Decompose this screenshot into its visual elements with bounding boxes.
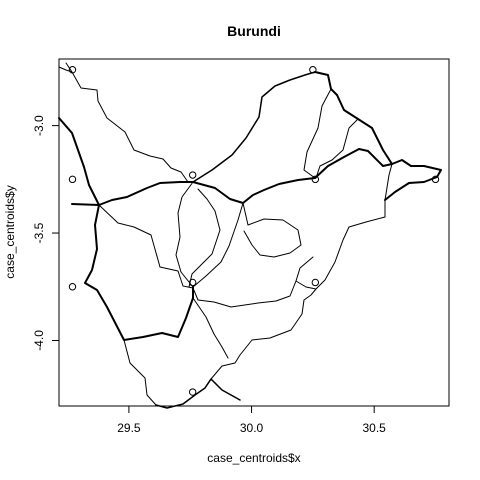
road-segment [192,71,316,183]
data-point [188,171,197,179]
road-segment [314,148,442,201]
y-axis-label: case_centroids$y [3,185,17,278]
road-segment [177,297,194,338]
data-point [68,66,77,74]
x-tick-label: 30.0 [240,421,264,435]
x-axis-label: case_centroids$x [207,451,300,465]
y-tick-label: -3.0 [32,115,46,136]
road-segment [188,188,221,288]
road-segment [204,365,223,389]
road-segment [123,339,157,406]
data-point [188,278,197,287]
road-segment [71,203,100,206]
road-segment [192,280,297,308]
road-segment [98,204,194,289]
x-axis: 29.5 30.0 30.5 [117,405,387,435]
data-point [68,283,77,291]
road-segment [192,202,244,288]
road-segment [155,378,241,409]
road-segment [192,297,229,359]
road-network [58,62,442,409]
road-segment [175,181,194,288]
x-tick-label: 29.5 [117,421,141,435]
road-segment [314,71,338,96]
y-axis: -3.0 -3.5 -4.0 [32,115,60,351]
road-segment [58,117,316,206]
data-point [309,66,317,74]
data-point [188,388,197,396]
road-segment [315,163,393,290]
centroid-points [68,66,440,396]
data-point [311,175,320,184]
road-segment [315,118,359,179]
road-segment [336,94,393,165]
road-segment [221,288,317,367]
y-tick-label: -4.0 [32,330,46,351]
data-point [68,175,77,184]
road-segment [242,202,302,258]
road-segment [65,62,73,73]
chart-title: Burundi [227,23,281,39]
x-tick-label: 30.5 [363,421,387,435]
data-point [431,175,440,184]
road-segment [303,88,332,179]
plot-box [58,58,450,407]
road-segment [84,204,194,341]
data-point [311,278,320,287]
y-tick-label: -3.5 [32,222,46,243]
road-segment [58,66,189,183]
